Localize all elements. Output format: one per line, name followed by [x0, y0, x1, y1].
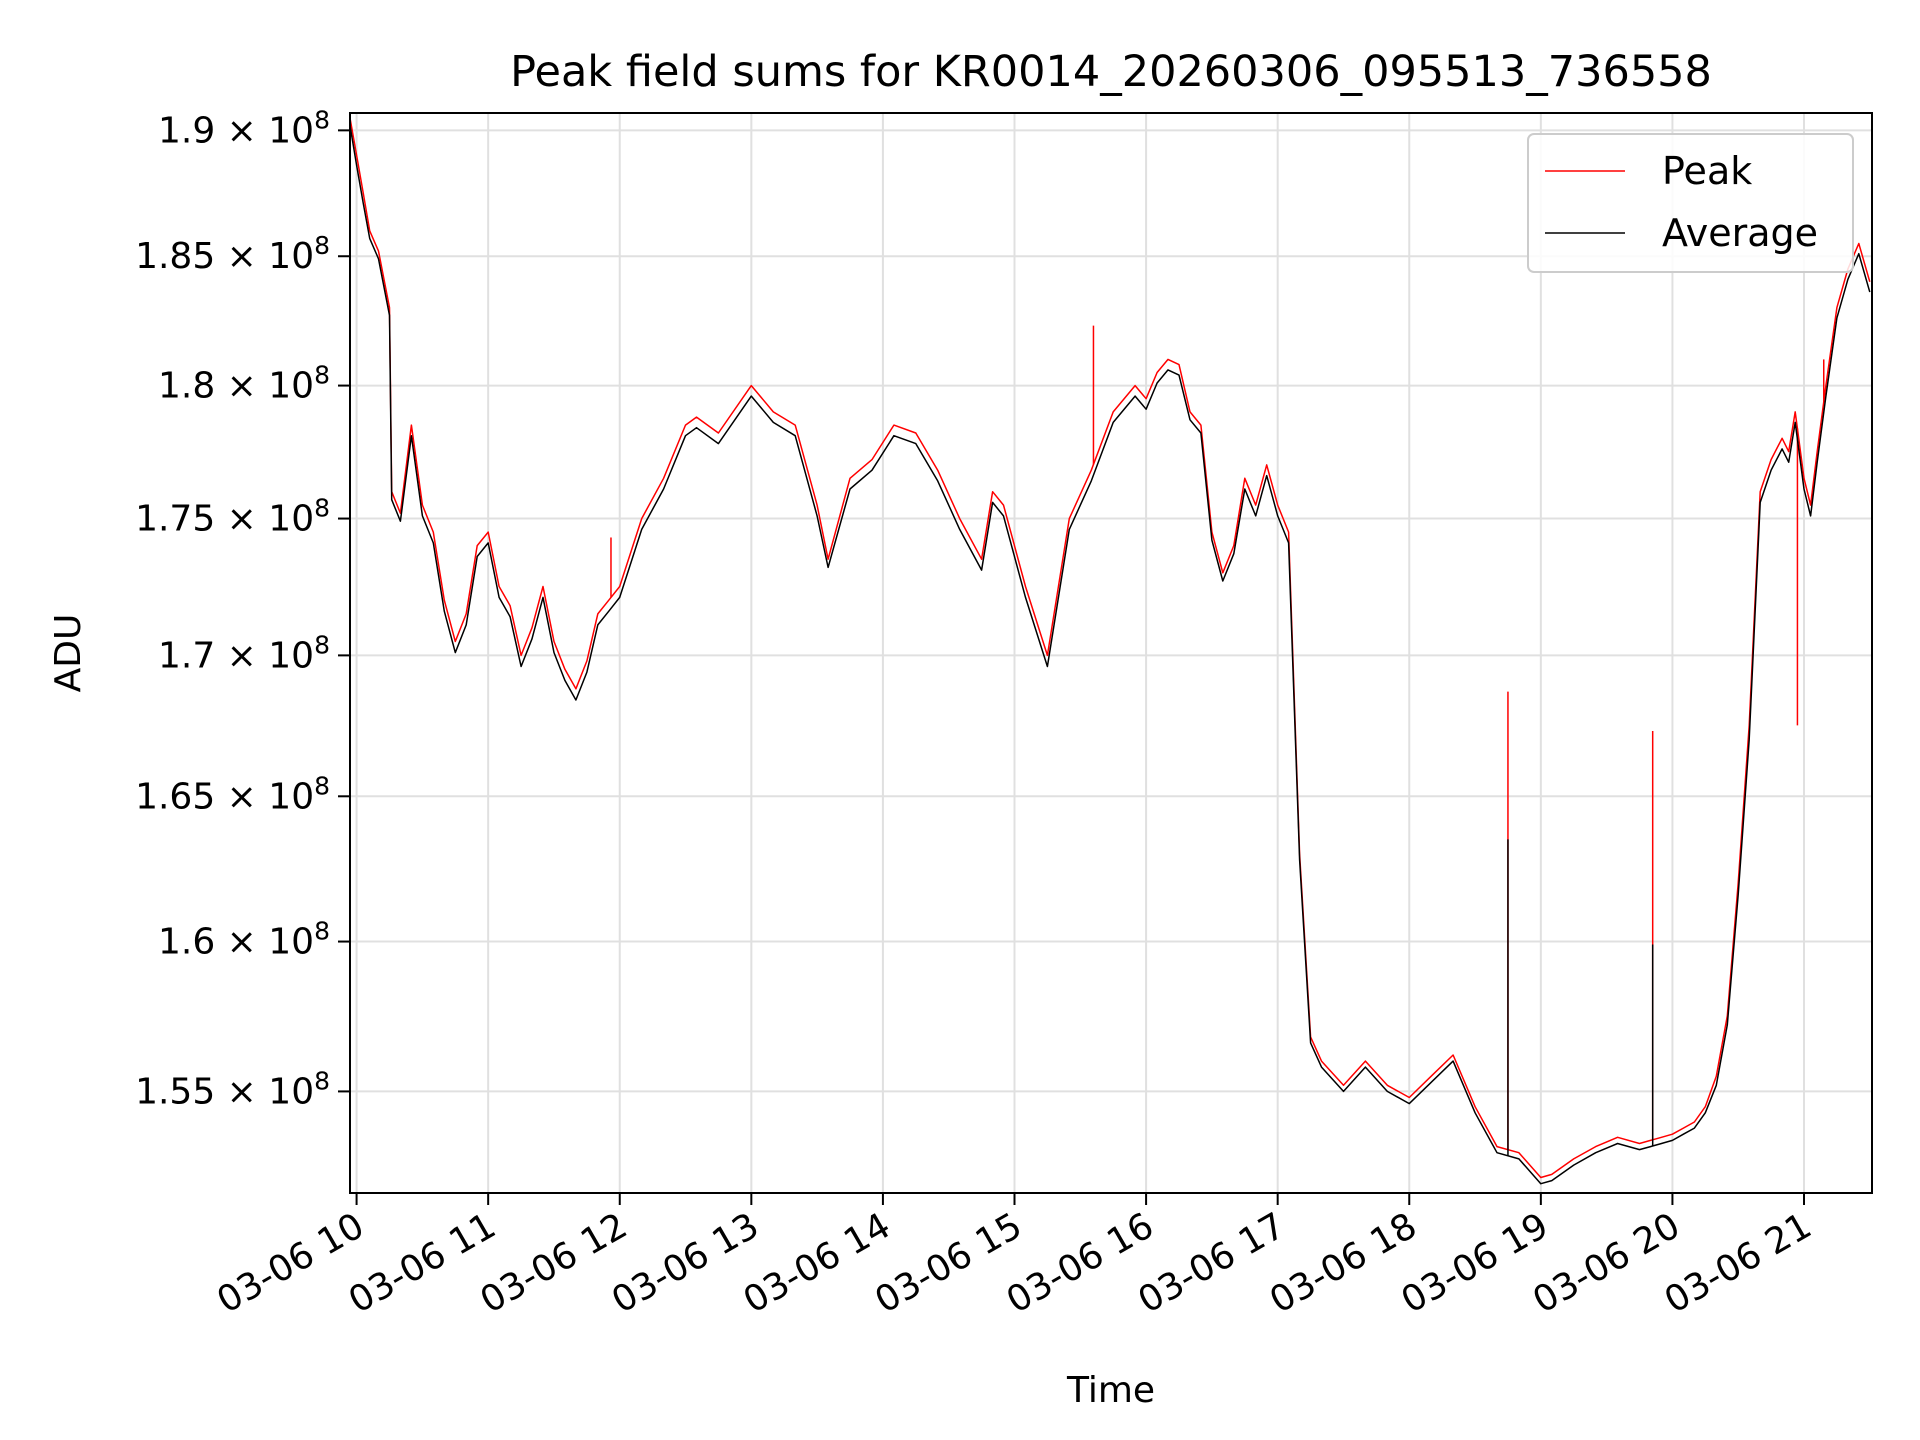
y-tick-exponent: 8 [314, 630, 330, 659]
chart-title: Peak field sums for KR0014_20260306_0955… [510, 47, 1712, 97]
legend: Peak Average [1527, 133, 1854, 273]
plot-frame [349, 112, 1873, 1194]
y-tick-exponent: 8 [314, 1066, 330, 1095]
y-tick-exponent: 8 [314, 105, 330, 134]
legend-box [1527, 133, 1854, 273]
y-tick-exponent: 8 [314, 231, 330, 260]
y-tick-label: 1.55 × 108 [135, 1066, 330, 1112]
y-tick-label: 1.75 × 108 [135, 494, 330, 540]
y-tick-exponent: 8 [314, 917, 330, 946]
y-tick-exponent: 8 [314, 771, 330, 800]
average-series-line [349, 125, 1871, 1185]
peak-series-line [349, 117, 1871, 1179]
y-tick-mantissa: 1.75 × 10 [135, 499, 314, 540]
y-tick-label: 1.9 × 108 [158, 105, 330, 151]
legend-average-label: Average [1662, 211, 1818, 255]
y-tick-mantissa: 1.55 × 10 [135, 1071, 314, 1112]
y-tick-label: 1.8 × 108 [158, 361, 330, 407]
y-axis-label: ADU [48, 614, 89, 693]
y-tick-mantissa: 1.8 × 10 [158, 366, 314, 407]
y-tick-label: 1.85 × 108 [135, 231, 330, 277]
y-tick-mantissa: 1.6 × 10 [158, 922, 314, 963]
y-tick-exponent: 8 [314, 494, 330, 523]
y-tick-label: 1.6 × 108 [158, 917, 330, 963]
y-tick-mantissa: 1.7 × 10 [158, 635, 314, 676]
y-tick-mantissa: 1.65 × 10 [135, 776, 314, 817]
y-tick-label: 1.7 × 108 [158, 630, 330, 676]
y-tick-label: 1.65 × 108 [135, 771, 330, 817]
series-lines [349, 117, 1871, 1185]
y-tick-exponent: 8 [314, 361, 330, 390]
y-tick-mantissa: 1.85 × 10 [135, 236, 314, 277]
y-tick-mantissa: 1.9 × 10 [158, 110, 314, 151]
x-axis-label: Time [1066, 1370, 1155, 1411]
legend-peak-label: Peak [1662, 149, 1752, 193]
